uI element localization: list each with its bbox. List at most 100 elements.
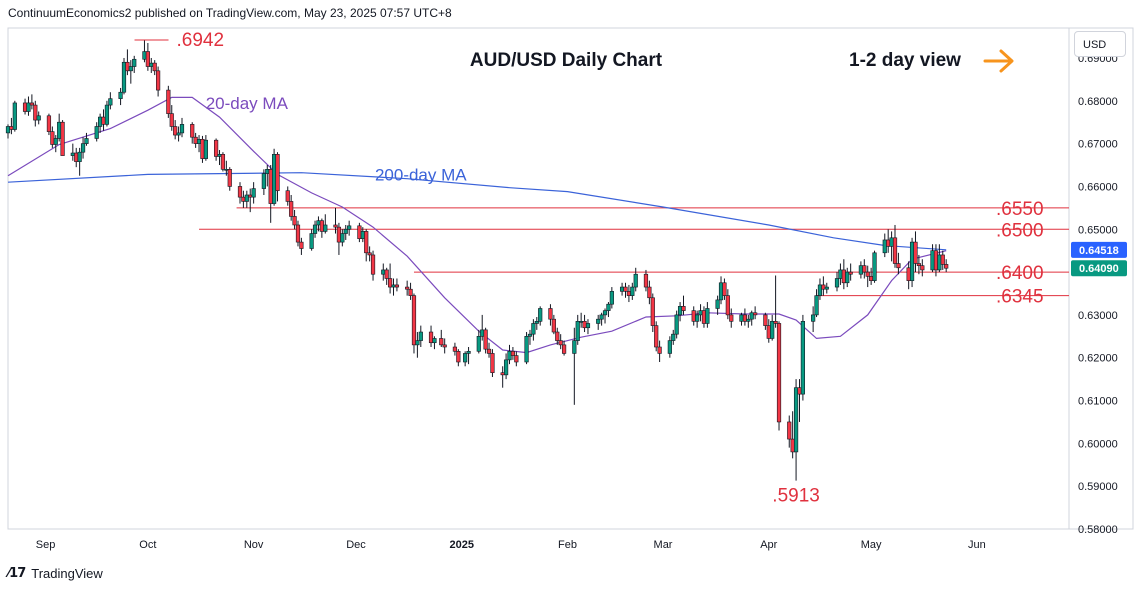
candle-body: [179, 124, 185, 134]
candle-body: [790, 438, 795, 453]
candle-body: [200, 139, 205, 159]
candle-body: [729, 314, 734, 322]
candle-body: [725, 295, 730, 316]
candle-body: [671, 333, 676, 341]
candle-body: [384, 269, 389, 279]
tradingview-logo-icon: ⁄17: [8, 566, 26, 581]
candle-body: [691, 310, 696, 322]
y-tick-label: 0.60000: [1078, 438, 1118, 450]
moving-average-label: 200-day MA: [375, 165, 467, 184]
candle-body: [275, 154, 280, 192]
y-tick-label: 0.61000: [1078, 396, 1118, 408]
candle-body: [480, 329, 485, 337]
publisher-line: ContinuumEconomics2 published on Trading…: [8, 6, 452, 20]
candle-body: [623, 286, 628, 292]
candle-body: [285, 190, 290, 202]
y-tick-label: 0.63000: [1078, 310, 1118, 322]
candle-body: [415, 340, 420, 346]
candle-body: [872, 252, 877, 281]
candle-body: [886, 239, 891, 247]
candle-body: [770, 321, 775, 339]
candle-body: [12, 102, 17, 130]
candle-body: [333, 224, 338, 228]
candle-body: [190, 124, 195, 138]
x-tick-label: Feb: [558, 539, 577, 551]
x-tick-label: Oct: [139, 539, 156, 551]
candle-body: [766, 325, 771, 339]
candle-body: [538, 308, 543, 322]
candle-body: [753, 312, 758, 316]
candle-body: [561, 344, 567, 354]
x-tick-label: Mar: [654, 539, 673, 551]
candle-body: [340, 233, 345, 243]
y-tick-label: 0.58000: [1078, 524, 1118, 536]
candle-body: [244, 194, 249, 202]
candle-body: [299, 241, 304, 249]
candle-body: [142, 51, 147, 60]
candle-body: [394, 284, 400, 288]
candle-body: [701, 310, 707, 324]
candle-body: [295, 224, 301, 243]
candle-body: [452, 346, 458, 352]
currency-button[interactable]: USD: [1074, 31, 1126, 57]
candle-body: [834, 278, 840, 288]
x-tick-label: 2025: [449, 539, 473, 551]
candle-body: [370, 254, 376, 275]
candle-body: [555, 331, 560, 341]
candle-body: [930, 250, 935, 271]
y-tick-label: 0.59000: [1078, 481, 1118, 493]
candle-body: [848, 271, 853, 275]
candle-body: [650, 297, 655, 326]
candle-body: [800, 321, 805, 395]
candle-body: [647, 286, 652, 299]
level-label: .6400: [996, 263, 1044, 284]
candle-body: [173, 126, 178, 136]
candle-body: [405, 286, 410, 290]
candle-body: [920, 265, 925, 271]
candle-body: [128, 66, 133, 72]
candle-body: [26, 102, 31, 112]
candle-body: [74, 152, 79, 162]
candle-body: [108, 98, 113, 106]
y-tick-label: 0.62000: [1078, 353, 1118, 365]
candle-body: [101, 116, 106, 125]
candle-body: [343, 228, 348, 234]
candle-body: [29, 102, 34, 106]
candle-body: [503, 359, 509, 376]
right-arrow-icon: [983, 49, 1014, 73]
candle-body: [677, 306, 683, 316]
candle-body: [476, 336, 481, 352]
candle-body: [272, 154, 277, 204]
candle-body: [241, 196, 246, 202]
candle-body: [104, 104, 110, 125]
candle-body: [98, 116, 103, 127]
candle-body: [60, 121, 65, 156]
y-tick-label: 0.65000: [1078, 224, 1118, 236]
candle-body: [681, 306, 686, 311]
candle-body: [746, 318, 751, 322]
candle-body: [84, 138, 89, 144]
candle-body: [125, 61, 130, 72]
candle-body: [265, 169, 270, 174]
candle-body: [418, 331, 423, 341]
candle-body: [841, 269, 846, 284]
x-tick-label: Dec: [346, 539, 366, 551]
x-tick-label: Apr: [760, 539, 777, 551]
footer: ⁄17 TradingView: [8, 566, 103, 581]
candle-body: [599, 314, 604, 320]
candle-body: [132, 58, 137, 67]
candle-body: [814, 295, 819, 316]
candle-body: [411, 295, 417, 346]
candle-body: [53, 138, 58, 145]
candle-body: [367, 252, 372, 256]
candle-body: [176, 132, 181, 136]
candle-body: [145, 51, 150, 67]
price-tag-label: 0.64518: [1079, 245, 1119, 257]
candle-body: [739, 314, 744, 322]
candle-body: [718, 282, 724, 301]
candle-body: [606, 303, 611, 311]
candle-body: [514, 355, 519, 363]
candle-body: [845, 271, 850, 284]
price-tag-box: [1071, 260, 1127, 277]
candle-body: [749, 312, 754, 320]
